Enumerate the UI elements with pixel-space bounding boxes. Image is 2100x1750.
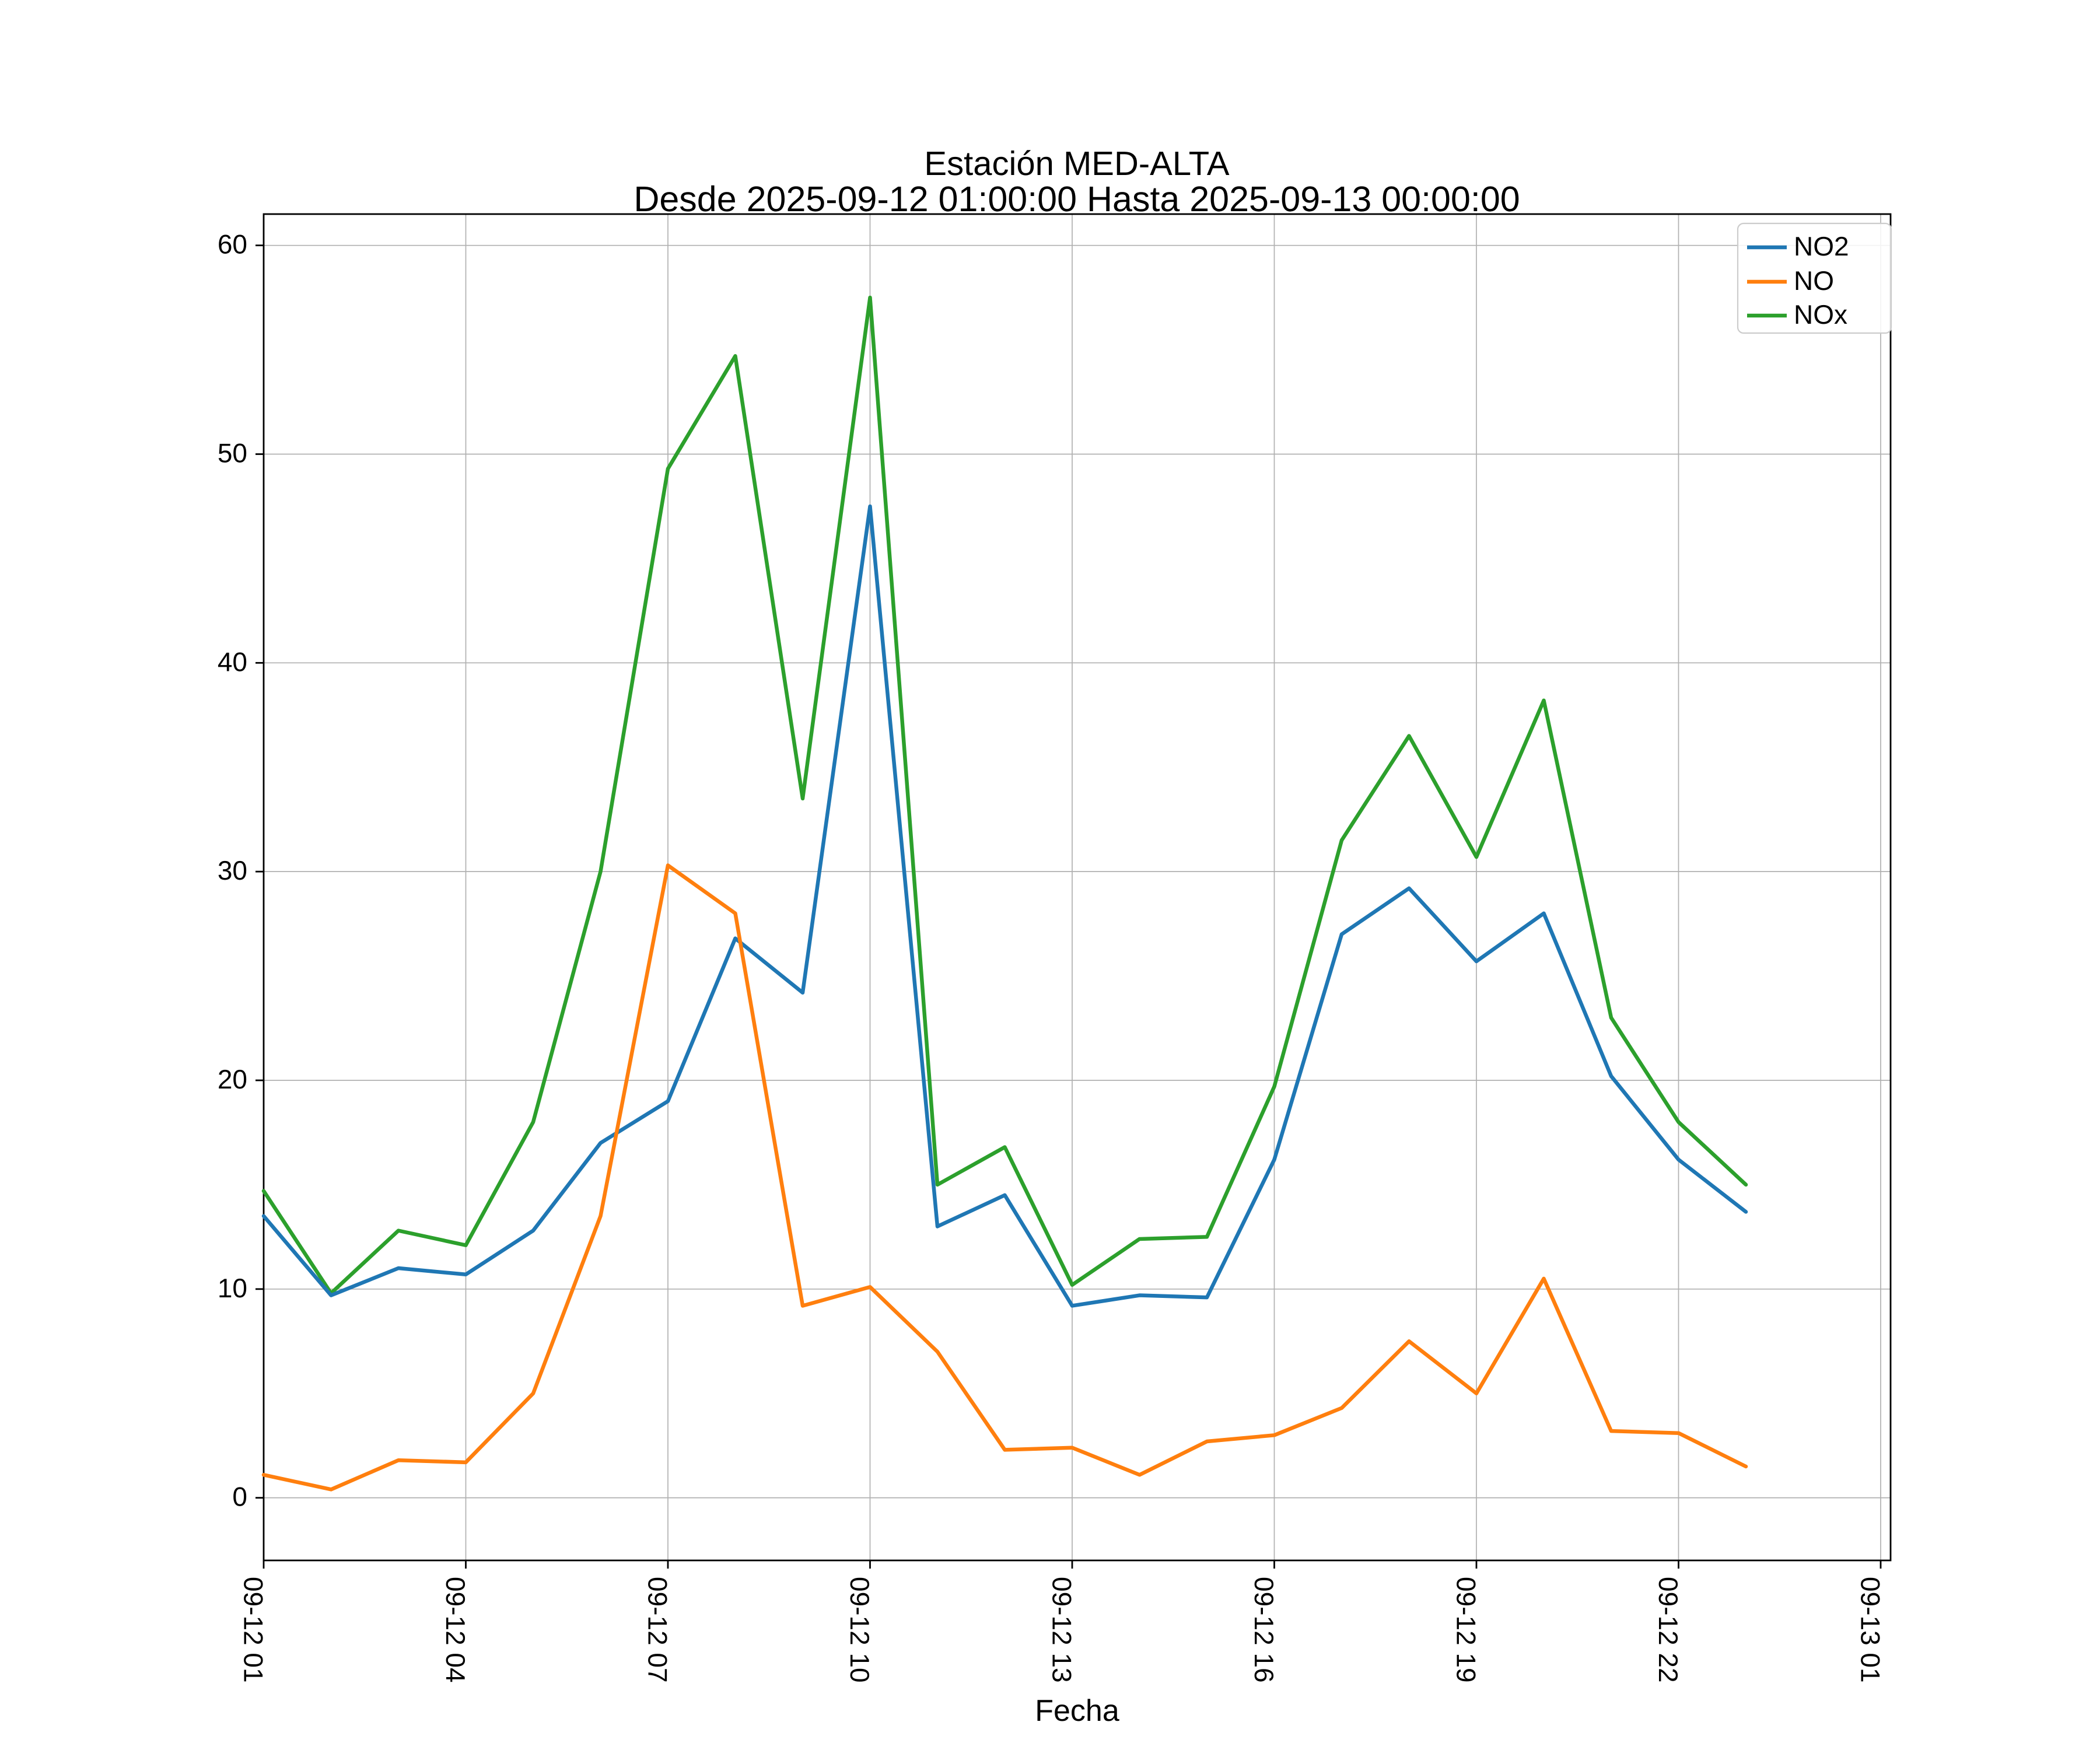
svg-text:Fecha: Fecha bbox=[1035, 1694, 1119, 1728]
svg-text:Desde 2025-09-12 01:00:00 Hast: Desde 2025-09-12 01:00:00 Hasta 2025-09-… bbox=[634, 179, 1520, 219]
svg-text:40: 40 bbox=[218, 646, 247, 677]
svg-text:09-12 07: 09-12 07 bbox=[642, 1577, 673, 1683]
svg-text:09-12 16: 09-12 16 bbox=[1249, 1577, 1279, 1683]
svg-text:20: 20 bbox=[218, 1064, 247, 1094]
svg-text:09-12 10: 09-12 10 bbox=[845, 1577, 875, 1683]
svg-text:09-12 19: 09-12 19 bbox=[1451, 1577, 1481, 1683]
svg-text:50: 50 bbox=[218, 438, 247, 468]
svg-text:60: 60 bbox=[218, 229, 247, 260]
svg-text:09-12 13: 09-12 13 bbox=[1046, 1577, 1077, 1683]
svg-text:Estación MED-ALTA: Estación MED-ALTA bbox=[924, 145, 1230, 183]
svg-text:09-13 01: 09-13 01 bbox=[1855, 1577, 1885, 1683]
svg-text:NO2: NO2 bbox=[1794, 231, 1849, 261]
svg-text:0: 0 bbox=[232, 1482, 247, 1512]
svg-text:NO: NO bbox=[1794, 265, 1834, 296]
svg-text:09-12 04: 09-12 04 bbox=[440, 1577, 471, 1683]
svg-text:09-12 22: 09-12 22 bbox=[1653, 1577, 1684, 1683]
svg-text:09-12 01: 09-12 01 bbox=[238, 1577, 268, 1683]
svg-text:NOx: NOx bbox=[1794, 299, 1847, 330]
svg-text:30: 30 bbox=[218, 855, 247, 886]
svg-text:10: 10 bbox=[218, 1273, 247, 1303]
